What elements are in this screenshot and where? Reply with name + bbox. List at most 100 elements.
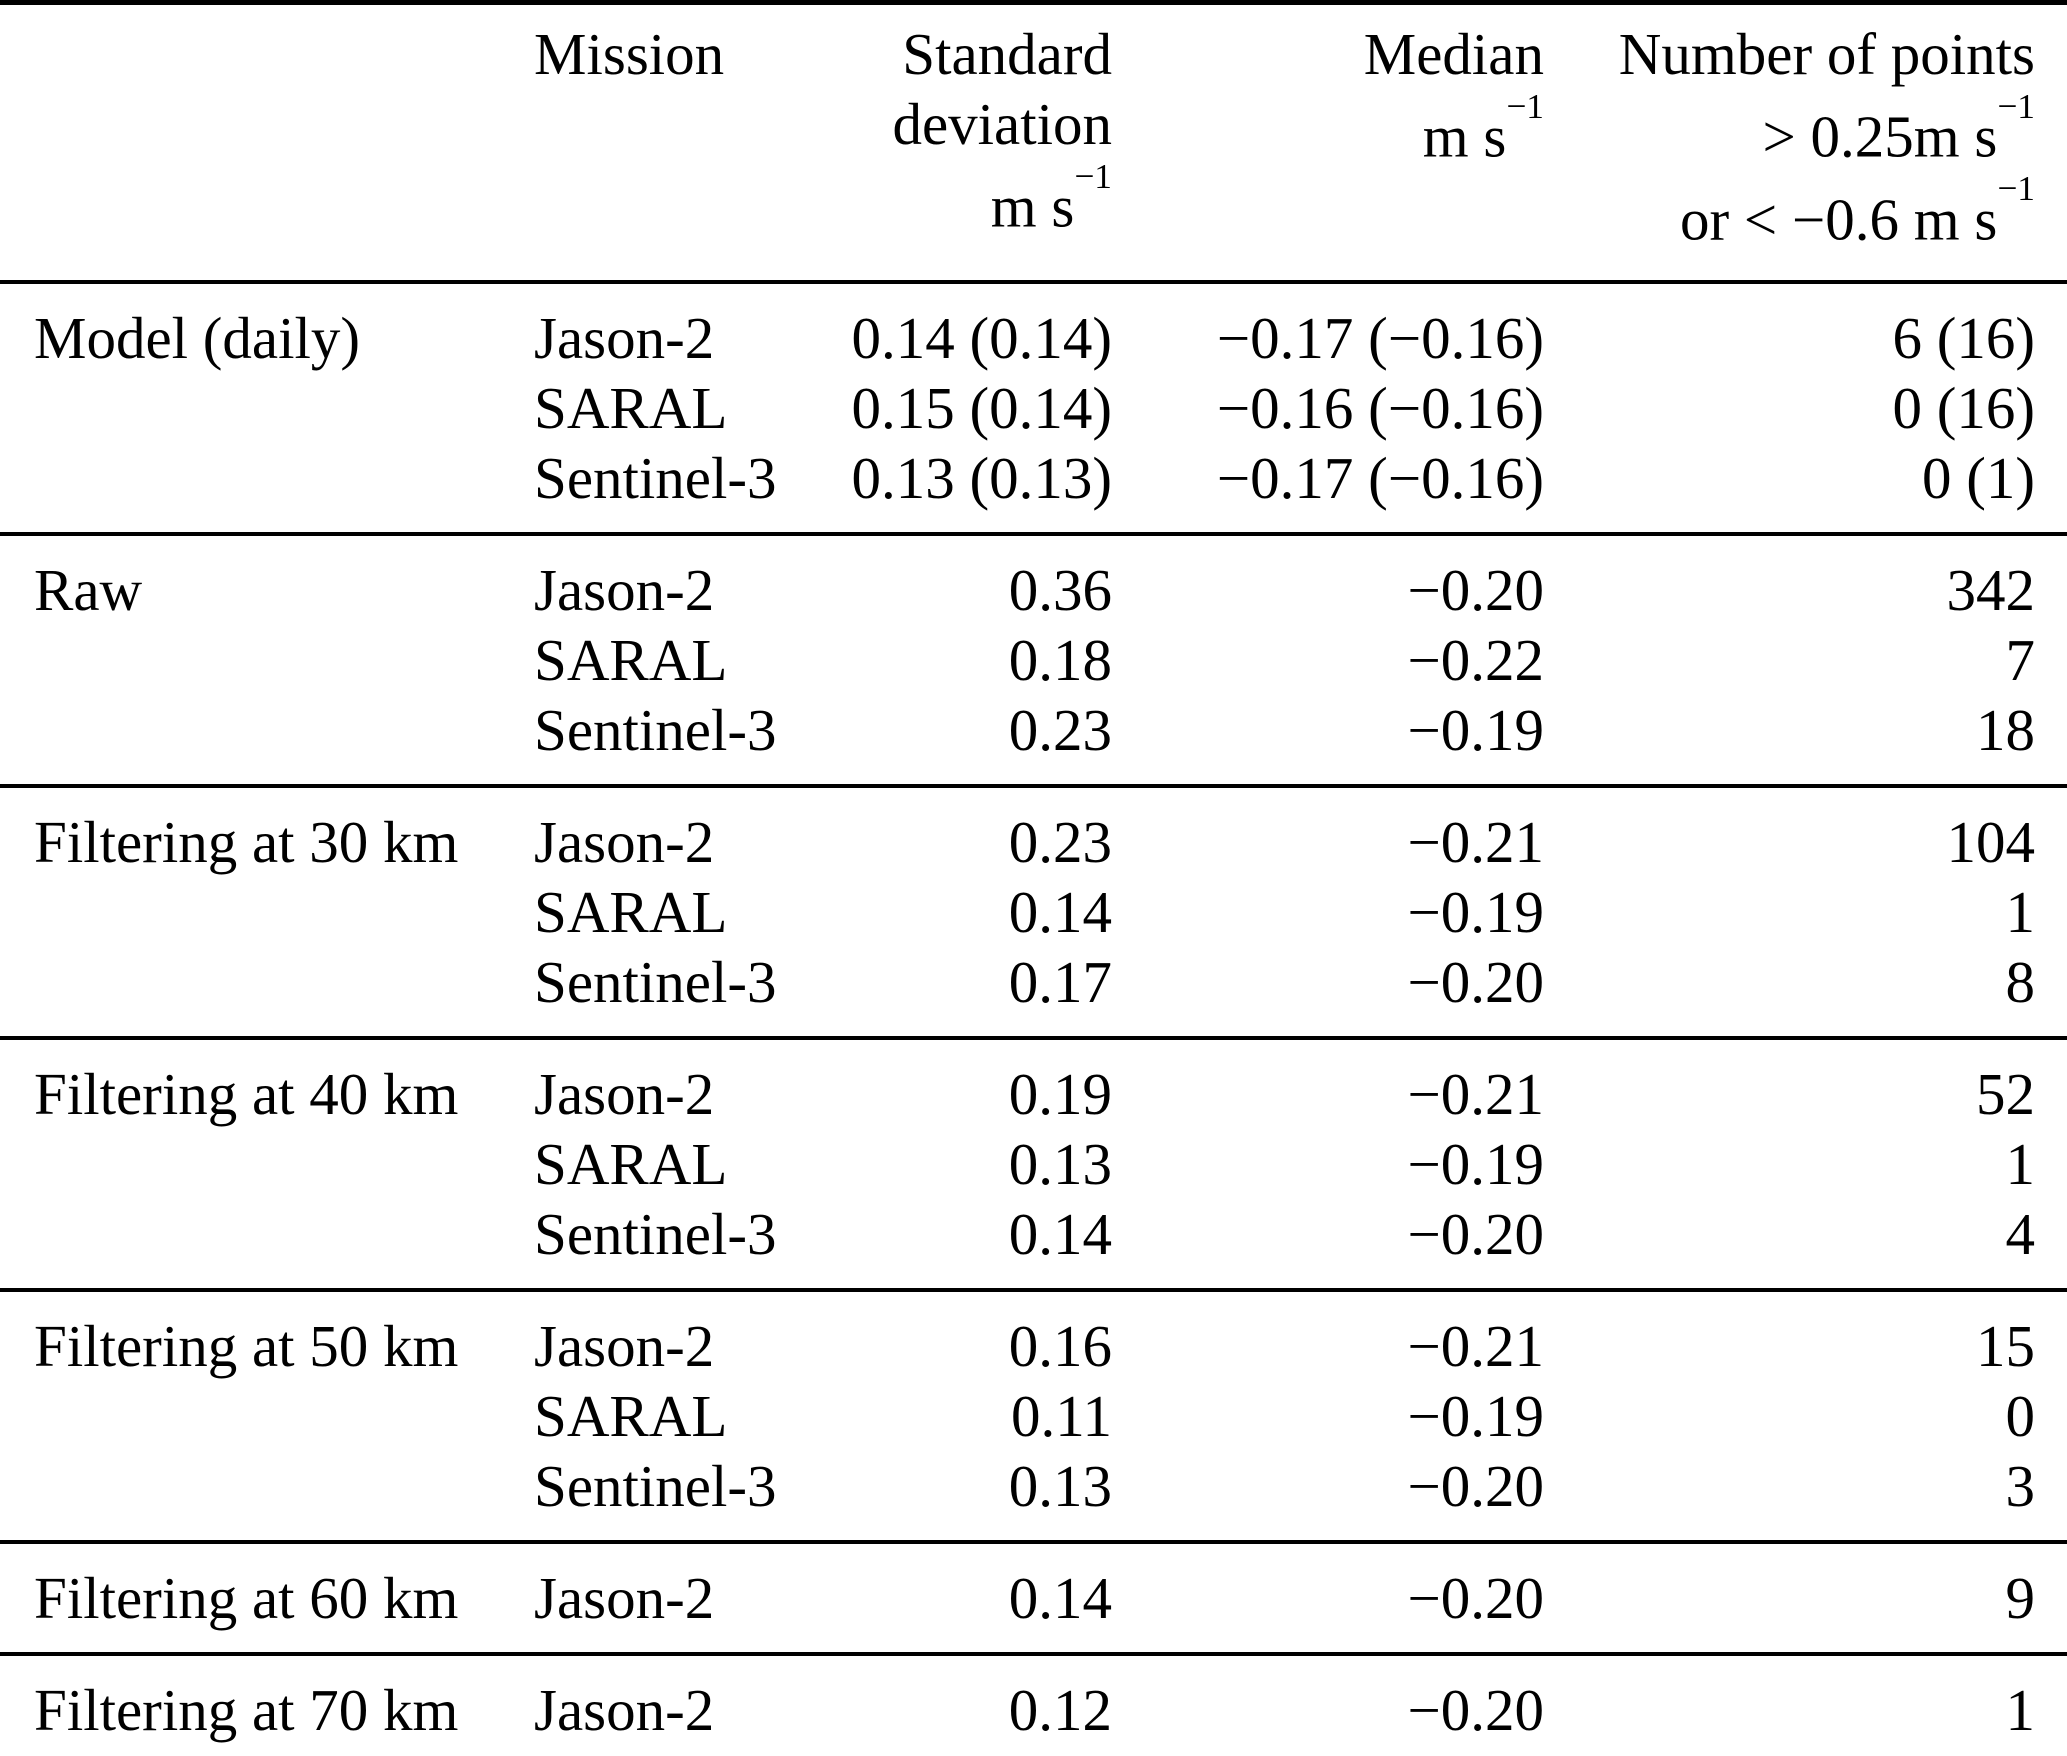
column-header-std: Standard deviation m s−1	[816, 3, 1112, 283]
mission-cell: Jason-2	[534, 809, 715, 876]
row-group: Filtering at 70 km Jason-2 0.12 −0.20 1	[0, 1654, 2067, 1756]
std-cell: 0.18	[1008, 627, 1112, 694]
std-cell: 0.17	[1008, 949, 1112, 1016]
median-cell: −0.20	[1407, 1677, 1544, 1744]
median-cell: −0.20	[1407, 557, 1544, 624]
median-cell: −0.21	[1407, 1313, 1544, 1380]
median-cell: −0.17 (−0.16)	[1216, 445, 1544, 512]
std-cell: 0.15 (0.14)	[851, 375, 1112, 442]
points-cell: 1	[2005, 1677, 2036, 1744]
points-cell: 9	[2005, 1565, 2036, 1632]
mission-cell: Jason-2	[534, 1061, 715, 1128]
mission-cell: Jason-2	[534, 305, 715, 372]
unit-superscript: −1	[1997, 168, 2035, 209]
table-row: SARAL 0.18 −0.22 7	[0, 625, 2067, 695]
header-line: deviation	[892, 91, 1112, 157]
group-label-cell	[0, 625, 534, 695]
table-row: Filtering at 40 km Jason-2 0.19 −0.21 52	[0, 1038, 2067, 1129]
median-cell: −0.21	[1407, 809, 1544, 876]
table-row: Filtering at 50 km Jason-2 0.16 −0.21 15	[0, 1290, 2067, 1381]
mission-cell: Sentinel-3	[534, 445, 777, 512]
column-header-setup	[0, 3, 534, 283]
median-cell: −0.20	[1407, 949, 1544, 1016]
unit-superscript: −1	[1074, 155, 1112, 196]
std-cell: 0.14	[1008, 1201, 1112, 1268]
header-line: m s−1	[1422, 85, 1544, 170]
std-cell: 0.11	[1010, 1383, 1112, 1450]
group-label-cell: Raw	[34, 557, 143, 624]
points-cell: 52	[1976, 1061, 2035, 1128]
std-cell: 0.14	[1008, 1565, 1112, 1632]
points-cell: 18	[1976, 697, 2035, 764]
mission-cell: Jason-2	[534, 1313, 715, 1380]
points-cell: 3	[2005, 1453, 2036, 1520]
group-label-cell	[0, 877, 534, 947]
std-cell: 0.23	[1008, 809, 1112, 876]
table-row: Filtering at 30 km Jason-2 0.23 −0.21 104	[0, 786, 2067, 877]
mission-cell: SARAL	[534, 1383, 728, 1450]
points-cell: 104	[1946, 809, 2036, 876]
median-cell: −0.21	[1407, 1061, 1544, 1128]
row-group: Model (daily) Jason-2 0.14 (0.14) −0.17 (−0…	[0, 282, 2067, 534]
group-label-cell: Filtering at 50 km	[34, 1313, 459, 1380]
points-cell: 1	[2005, 879, 2036, 946]
header-line: Number of points	[1618, 21, 2035, 87]
median-cell: −0.20	[1407, 1453, 1544, 1520]
group-label-cell	[0, 443, 534, 534]
column-header-points: Number of points > 0.25m s−1 or < −0.6 m s…	[1544, 3, 2067, 283]
std-cell: 0.12	[1008, 1677, 1112, 1744]
median-cell: −0.20	[1407, 1201, 1544, 1268]
mission-cell: Sentinel-3	[534, 1453, 777, 1520]
points-cell: 0	[2005, 1383, 2036, 1450]
group-label-cell: Filtering at 60 km	[34, 1565, 459, 1632]
group-label-cell	[0, 1381, 534, 1451]
mission-cell: SARAL	[534, 627, 728, 694]
points-cell: 15	[1976, 1313, 2035, 1380]
column-header-median: Median m s−1	[1112, 3, 1544, 283]
mission-cell: Sentinel-3	[534, 949, 777, 1016]
table-row: Model (daily) Jason-2 0.14 (0.14) −0.17 (−0…	[0, 282, 2067, 373]
header-line: Standard	[902, 21, 1112, 87]
points-cell: 0 (16)	[1892, 375, 2035, 442]
points-cell: 7	[2005, 627, 2036, 694]
mission-cell: Jason-2	[534, 557, 715, 624]
table-row: Sentinel-3 0.13 (0.13) −0.17 (−0.16) 0 (1)	[0, 443, 2067, 534]
table-row: Sentinel-3 0.13 −0.20 3	[0, 1451, 2067, 1542]
row-group: Filtering at 40 km Jason-2 0.19 −0.21 52 SARA…	[0, 1038, 2067, 1290]
std-cell: 0.16	[1008, 1313, 1112, 1380]
median-cell: −0.20	[1407, 1565, 1544, 1632]
group-label-cell	[0, 373, 534, 443]
median-cell: −0.19	[1407, 697, 1544, 764]
table-row: Sentinel-3 0.17 −0.20 8	[0, 947, 2067, 1038]
unit-superscript: −1	[1997, 85, 2035, 126]
std-cell: 0.13 (0.13)	[851, 445, 1112, 512]
table-row: SARAL 0.14 −0.19 1	[0, 877, 2067, 947]
mission-cell: SARAL	[534, 375, 728, 442]
median-cell: −0.22	[1407, 627, 1544, 694]
std-cell: 0.14	[1008, 879, 1112, 946]
group-label-cell: Model (daily)	[34, 305, 361, 372]
column-header-mission: Mission	[534, 3, 816, 283]
header-line: > 0.25m s−1	[1762, 85, 2035, 170]
row-group: Raw Jason-2 0.36 −0.20 342 SARAL 0.18 −0.22 7 Sen…	[0, 534, 2067, 786]
mission-cell: Jason-2	[534, 1677, 715, 1744]
points-cell: 342	[1946, 557, 2036, 624]
row-group: Filtering at 60 km Jason-2 0.14 −0.20 9	[0, 1542, 2067, 1654]
group-label-cell	[0, 1451, 534, 1542]
table-row: SARAL 0.15 (0.14) −0.16 (−0.16) 0 (16)	[0, 373, 2067, 443]
header-line: or < −0.6 m s−1	[1680, 168, 2035, 253]
mission-cell: Sentinel-3	[534, 1201, 777, 1268]
table-row: SARAL 0.13 −0.19 1	[0, 1129, 2067, 1199]
table-header: Mission Standard deviation m s−1 Median m s−1…	[0, 3, 2067, 283]
group-label-cell	[0, 947, 534, 1038]
median-cell: −0.17 (−0.16)	[1216, 305, 1544, 372]
table-row: Filtering at 60 km Jason-2 0.14 −0.20 9	[0, 1542, 2067, 1654]
row-group: Filtering at 50 km Jason-2 0.16 −0.21 15 SARA…	[0, 1290, 2067, 1542]
row-group: Filtering at 30 km Jason-2 0.23 −0.21 104 SAR…	[0, 786, 2067, 1038]
median-cell: −0.19	[1407, 1383, 1544, 1450]
mission-cell: Jason-2	[534, 1565, 715, 1632]
group-label-cell: Filtering at 70 km	[34, 1677, 459, 1744]
mission-cell: SARAL	[534, 1131, 728, 1198]
